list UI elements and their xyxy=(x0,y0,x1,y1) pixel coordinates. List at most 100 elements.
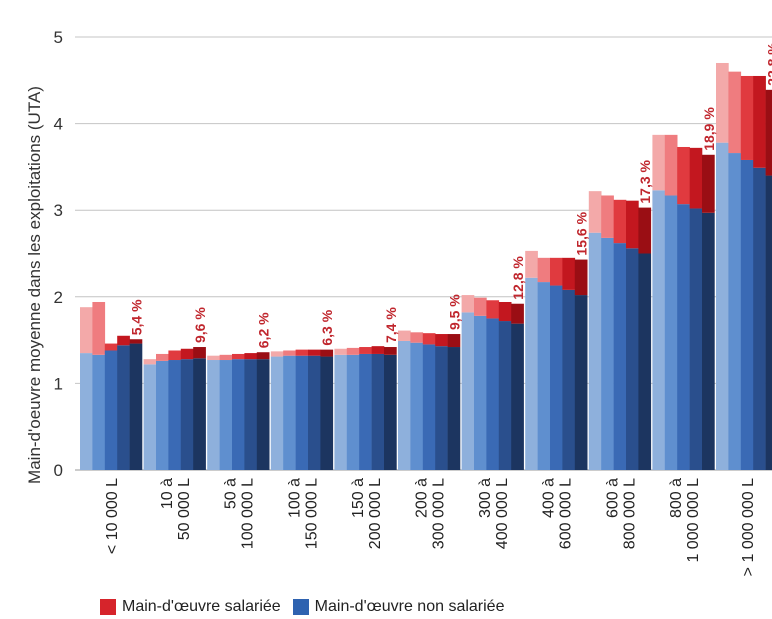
bar-salariee xyxy=(295,349,309,356)
bar-salariee xyxy=(716,62,729,143)
bar-salariee xyxy=(156,353,169,361)
bar-non-salariee xyxy=(104,350,118,470)
bar-salariee xyxy=(371,346,385,354)
bar-salariee xyxy=(256,352,270,360)
bar-salariee xyxy=(525,250,538,278)
category-label: > 1 000 000 L xyxy=(740,478,757,576)
bar-non-salariee xyxy=(474,315,487,470)
percent-label: 12,8 % xyxy=(510,256,526,300)
bar-non-salariee xyxy=(550,285,563,470)
bar-non-salariee xyxy=(308,355,321,470)
y-axis-label: Main-d'oeuvre moyenne dans les exploitat… xyxy=(25,86,44,484)
percent-label: 7,4 % xyxy=(383,307,399,343)
category-label: 400 à xyxy=(541,478,558,518)
bar-salariee xyxy=(461,295,475,313)
bar-non-salariee xyxy=(207,360,220,470)
bar-salariee xyxy=(80,307,93,354)
bar-salariee xyxy=(92,301,106,355)
bar-non-salariee xyxy=(193,358,206,470)
bar-salariee xyxy=(129,339,143,344)
category-label: 800 000 L xyxy=(621,478,638,549)
bar-salariee xyxy=(537,257,551,283)
bar-non-salariee xyxy=(702,212,715,470)
bar-non-salariee xyxy=(129,343,143,470)
bar-salariee xyxy=(626,200,639,249)
bar-salariee xyxy=(143,359,157,365)
bar-non-salariee xyxy=(652,190,666,471)
bar-salariee xyxy=(219,354,233,361)
bar-non-salariee xyxy=(398,340,411,470)
bar-salariee xyxy=(320,349,334,357)
bar-salariee xyxy=(474,297,487,316)
bar-salariee xyxy=(410,332,424,343)
bar-non-salariee xyxy=(422,344,436,470)
bar-non-salariee xyxy=(384,354,397,470)
bar-non-salariee xyxy=(677,204,690,470)
bar-salariee xyxy=(753,75,766,168)
percent-label: 9,5 % xyxy=(446,294,462,330)
bar-salariee xyxy=(638,207,652,254)
bar-non-salariee xyxy=(435,346,448,470)
bar-salariee xyxy=(334,348,348,355)
category-label: 100 000 L xyxy=(240,478,257,549)
bar-salariee xyxy=(689,147,703,209)
bar-non-salariee xyxy=(740,159,754,471)
bar-salariee xyxy=(765,89,772,176)
bar-non-salariee xyxy=(283,355,296,470)
bar-non-salariee xyxy=(613,243,627,470)
bar-non-salariee xyxy=(92,354,106,470)
percent-label: 9,6 % xyxy=(192,307,208,343)
bar-non-salariee xyxy=(689,208,703,470)
bar-salariee xyxy=(435,334,448,347)
bar-salariee xyxy=(207,355,220,361)
bar-salariee xyxy=(308,349,321,356)
bar-non-salariee xyxy=(410,342,424,470)
bar-non-salariee xyxy=(371,353,385,470)
bar-non-salariee xyxy=(256,359,270,470)
category-label: < 10 000 L xyxy=(104,478,121,554)
percent-label: 22,8 % xyxy=(764,42,772,86)
bar-salariee xyxy=(601,195,614,238)
bar-non-salariee xyxy=(728,153,742,470)
percent-label: 5,4 % xyxy=(128,299,144,335)
bar-non-salariee xyxy=(486,318,500,470)
legend-item-non-salariee: Main-d'œuvre non salariée xyxy=(292,598,505,616)
bar-non-salariee xyxy=(525,277,538,470)
bar-non-salariee xyxy=(270,356,284,470)
bar-salariee xyxy=(384,347,397,355)
category-label: 200 à xyxy=(414,478,431,518)
bar-salariee xyxy=(511,303,524,324)
bar-salariee xyxy=(283,350,296,356)
bar-salariee xyxy=(498,301,512,322)
bar-non-salariee xyxy=(334,354,348,470)
bar-salariee xyxy=(652,134,666,191)
y-tick-label: 0 xyxy=(54,461,63,480)
percent-label: 18,9 % xyxy=(701,107,717,151)
bar-non-salariee xyxy=(601,237,614,470)
bar-salariee xyxy=(728,71,742,154)
bar-salariee xyxy=(613,199,627,244)
bar-salariee xyxy=(359,347,372,354)
bar-salariee xyxy=(422,333,436,345)
bar-non-salariee xyxy=(511,323,524,470)
legend-label-salariee: Main-d'œuvre salariée xyxy=(122,598,281,615)
bar-salariee xyxy=(232,353,245,360)
bar-salariee xyxy=(486,300,500,319)
bar-non-salariee xyxy=(447,347,461,470)
y-tick-label: 3 xyxy=(54,201,63,220)
bar-non-salariee xyxy=(716,142,729,471)
bar-salariee xyxy=(677,146,690,205)
y-tick-label: 4 xyxy=(54,115,63,134)
bar-salariee xyxy=(168,350,182,361)
category-label: 50 000 L xyxy=(176,478,193,540)
category-label: 600 000 L xyxy=(558,478,575,549)
bar-salariee xyxy=(104,343,118,351)
bar-salariee xyxy=(574,259,588,296)
legend-label-non-salariee: Main-d'œuvre non salariée xyxy=(314,598,505,615)
bar-non-salariee xyxy=(244,359,258,470)
bar-non-salariee xyxy=(562,289,576,470)
legend-item-salariee: Main-d'œuvre salariée xyxy=(100,598,281,616)
bar-non-salariee xyxy=(537,282,551,470)
bar-non-salariee xyxy=(638,253,652,470)
